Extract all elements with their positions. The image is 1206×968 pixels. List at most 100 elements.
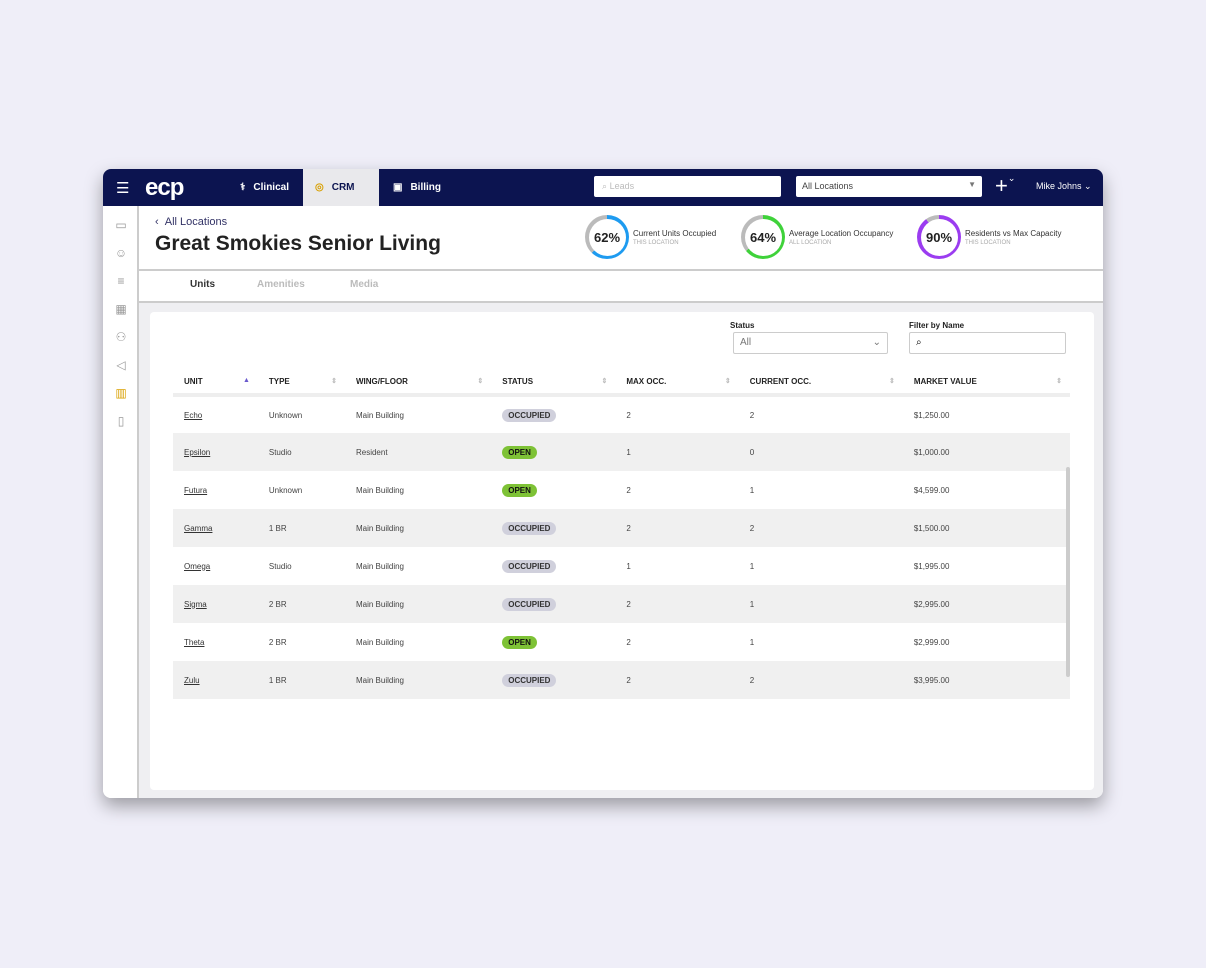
calendar-icon[interactable]: ▦ [115,302,127,316]
column-header[interactable]: STATUS ⇕ [491,369,616,397]
table-cell: 2 [738,661,903,699]
nav-tab-crm[interactable]: ◎ CRM [303,169,379,206]
table-cell: 2 [739,395,903,433]
nav-tab-clinical[interactable]: ⚕ Clinical [240,182,289,193]
person-icon[interactable]: ☺ [114,246,128,260]
kpi-location-occupancy: 64% Average Location Occupancy ALL LOCATIO… [741,215,893,259]
table-cell: OCCUPIED [491,661,616,699]
sort-icon: ▲ [242,376,250,384]
column-header[interactable]: MAX OCC. ⇕ [615,369,739,397]
tab-units[interactable]: Units [190,279,215,290]
column-header[interactable]: UNIT ▲ [173,369,258,397]
logo[interactable]: ecp [145,174,184,201]
unit-link[interactable]: Omega [184,561,211,571]
cell-value: $2,995.00 [913,599,950,609]
unit-link[interactable]: Gamma [184,523,213,533]
table-cell: Gamma [173,509,258,547]
table-cell: 1 BR [257,509,345,547]
search-input[interactable]: ⌕ Leads [594,176,781,197]
divider [139,301,1103,303]
table-cell: Unknown [258,395,345,433]
divider [139,269,1103,271]
table-cell: $3,995.00 [902,661,1070,699]
cell-value: Main Building [355,561,404,571]
cell-value: 0 [749,447,755,457]
back-link[interactable]: ‹ All Locations [155,216,228,228]
status-badge: OPEN [502,483,537,497]
building-icon[interactable]: ▥ [115,386,127,400]
cell-value: 2 [626,410,631,420]
cell-value: Main Building [355,410,404,420]
table-cell: Main Building [344,509,492,547]
search-icon: ⌕ [916,337,922,348]
status-badge: OCCUPIED [502,408,557,422]
table-cell: Studio [257,433,345,471]
column-header[interactable]: TYPE ⇕ [257,369,345,397]
location-select[interactable]: All Locations ▼ [796,176,982,197]
table-cell: $1,500.00 [902,509,1070,547]
tab-media[interactable]: Media [350,279,379,290]
table-cell: Resident [344,433,492,471]
cell-value: 2 [749,675,755,685]
table-cell: $2,999.00 [903,623,1070,661]
table-cell: 2 [615,623,738,661]
table-cell: OCCUPIED [491,395,615,433]
megaphone-icon[interactable]: ◁ [116,358,126,372]
status-badge: OCCUPIED [502,597,557,611]
dashboard-icon[interactable]: ▭ [115,218,127,232]
unit-link[interactable]: Sigma [184,599,207,609]
cell-value: 2 [626,485,631,495]
cell-value: Main Building [355,599,404,609]
nav-tab-billing[interactable]: ▣ Billing [393,182,442,193]
cell-value: $1,995.00 [913,561,950,571]
tab-amenities[interactable]: Amenities [257,279,305,290]
group-icon[interactable]: ⚇ [115,330,127,344]
kpi-units-occupied: 62% Current Units Occupied THIS LOCATION [585,215,716,259]
cell-value: Main Building [355,675,404,685]
notes-icon[interactable]: ≡ [117,274,125,288]
cell-value: 1 [749,561,755,571]
unit-link[interactable]: Zulu [184,675,200,685]
add-button[interactable]: + ⌄ [995,173,1016,198]
cell-value: $2,999.00 [913,637,950,647]
cell-value: Studio [268,447,292,457]
table-cell: Main Building [345,395,491,433]
table-cell: 1 [615,547,738,585]
unit-link[interactable]: Theta [184,637,205,647]
unit-link[interactable]: Epsilon [184,447,211,457]
column-header[interactable]: WING/FLOOR ⇕ [344,369,492,397]
cell-value: 2 [626,637,631,647]
table-cell: 2 [738,509,903,547]
table-cell: Main Building [345,547,491,585]
cell-value: 2 [749,410,755,420]
column-header[interactable]: MARKET VALUE ⇕ [902,369,1070,397]
status-select[interactable]: All ⌄ [733,332,888,354]
scrollbar[interactable] [1066,467,1070,677]
menu-icon[interactable]: ☰ [116,180,130,197]
unit-link[interactable]: Echo [184,410,203,420]
table-cell: Main Building [344,661,492,699]
table-cell: Zulu [173,661,258,699]
cell-value: 2 [626,523,631,533]
status-badge: OCCUPIED [502,559,557,573]
cell-value: Unknown [268,410,303,420]
table-cell: $1,250.00 [903,395,1070,433]
name-filter-input[interactable]: ⌕ [909,332,1066,354]
table-cell: Futura [173,471,258,509]
clipboard-icon[interactable]: ▯ [117,414,125,428]
column-header[interactable]: CURRENT OCC. ⇕ [738,369,903,397]
billing-icon: ▣ [393,182,403,193]
table-cell: 1 [739,547,903,585]
user-menu[interactable]: Mike Johns ⌄ [1036,181,1092,191]
table-cell: Theta [173,623,258,661]
caret-down-icon: ▼ [968,180,976,189]
sort-icon: ⇕ [724,377,731,385]
unit-link[interactable]: Futura [184,485,208,495]
table-cell: OCCUPIED [491,547,615,585]
table-cell: Unknown [258,471,345,509]
table-row: Zulu 1 BR Main Building OCCUPIED 2 2 $3,995.00 [173,661,1070,699]
cell-value: 2 BR [268,637,287,647]
cell-value: Main Building [355,523,404,533]
target-icon: ◎ [315,182,324,193]
table-cell: 1 BR [257,661,345,699]
